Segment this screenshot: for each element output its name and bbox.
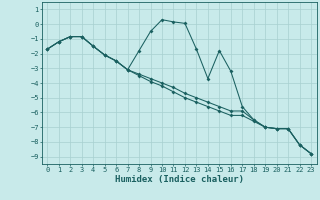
X-axis label: Humidex (Indice chaleur): Humidex (Indice chaleur)	[115, 175, 244, 184]
